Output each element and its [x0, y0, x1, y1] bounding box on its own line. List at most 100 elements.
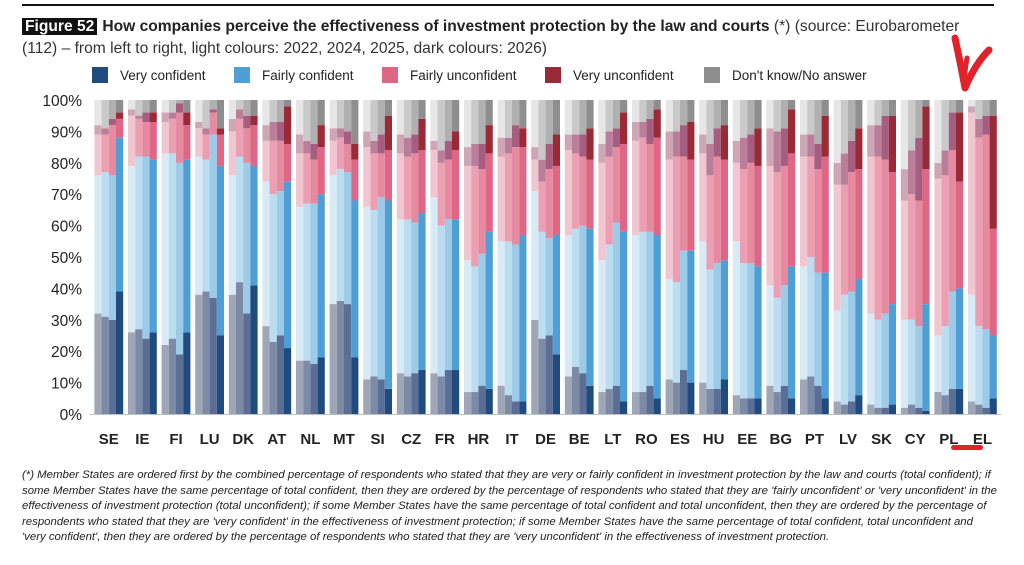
bar-segment — [404, 156, 412, 220]
x-tick-label: RO — [635, 431, 658, 448]
x-tick-label: BE — [569, 431, 590, 448]
bar-segment — [430, 197, 438, 374]
bar-segment — [632, 100, 640, 122]
bar-segment — [497, 156, 505, 242]
bar-segment — [464, 260, 472, 393]
bar-segment — [646, 385, 654, 414]
bar-segment — [329, 304, 337, 414]
bar-segment — [881, 159, 889, 314]
bar-segment — [351, 357, 359, 414]
bar-segment — [142, 121, 150, 157]
bar-segment — [236, 118, 244, 157]
bar-segment — [948, 388, 956, 414]
bar-segment — [296, 360, 304, 414]
x-tick-label: ES — [670, 431, 690, 448]
bar-segment — [632, 121, 640, 141]
bar-segment — [840, 404, 848, 414]
x-tick-label: PL — [939, 431, 958, 448]
bar-segment — [303, 360, 311, 414]
bar-segment — [94, 100, 102, 126]
bar-segment — [149, 100, 157, 113]
bar-segment — [195, 128, 203, 157]
bar-segment — [720, 159, 728, 261]
bar-segment — [497, 100, 505, 138]
bar-segment — [545, 100, 553, 144]
bar-segment — [377, 197, 385, 380]
bar-segment — [646, 118, 654, 144]
bar-segment — [572, 366, 580, 414]
bar-segment — [377, 100, 385, 135]
bar-segment — [740, 263, 748, 399]
bar-segment — [732, 395, 740, 414]
bar-segment — [788, 266, 796, 399]
bar-segment — [135, 156, 143, 330]
bar-segment — [586, 128, 594, 160]
bar-segment — [612, 385, 620, 414]
bar-segment — [243, 100, 251, 116]
bar-segment — [437, 376, 445, 414]
bar-segment — [665, 159, 673, 279]
bar-segment — [564, 150, 572, 236]
bar-segment — [444, 219, 452, 371]
bar-segment — [101, 128, 109, 135]
bar-segment — [135, 118, 143, 157]
bar-segment — [687, 121, 695, 160]
bar-segment — [94, 134, 102, 176]
bar-segment — [411, 153, 419, 223]
bar-segment — [94, 175, 102, 314]
bar-segment — [262, 125, 270, 141]
bar-segment — [344, 172, 352, 305]
bar-segment — [653, 137, 661, 236]
bar-segment — [351, 100, 359, 144]
bar-segment — [108, 100, 116, 119]
bar-segment — [639, 100, 647, 122]
bar-segment — [975, 118, 983, 138]
bar-segment — [209, 109, 217, 113]
bar-segment — [351, 143, 359, 160]
bar-segment — [310, 100, 318, 144]
bar-segment — [142, 156, 150, 339]
bar-segment — [411, 373, 419, 414]
bar-segment — [800, 266, 808, 380]
bar-segment — [598, 143, 606, 163]
bar-segment — [195, 121, 203, 129]
bar-segment — [284, 100, 292, 107]
legend-item-fairly-unconfident: Fairly unconfident — [382, 62, 517, 88]
legend-swatch — [704, 67, 720, 83]
bar-segment — [814, 169, 822, 273]
bar-segment — [209, 112, 217, 135]
bar-segment — [135, 100, 143, 116]
bar-segment — [344, 131, 352, 144]
bar-segment — [706, 388, 714, 414]
bar-segment — [538, 231, 546, 339]
x-tick-label: SK — [871, 431, 892, 448]
x-tick-label: SE — [99, 431, 119, 448]
bar-segment — [888, 172, 896, 305]
bar-segment — [579, 100, 587, 135]
bar-segment — [900, 169, 908, 201]
bar-segment — [720, 100, 728, 126]
bar-segment — [941, 395, 949, 414]
bar-segment — [142, 112, 150, 122]
bar-segment — [262, 140, 270, 182]
bar-segment — [531, 100, 539, 148]
bar-segment — [975, 137, 983, 327]
bar-segment — [821, 156, 829, 273]
bar-segment — [161, 112, 169, 122]
bar-segment — [202, 100, 210, 129]
bar-segment — [176, 112, 184, 163]
bar-segment — [149, 332, 157, 414]
bar-segment — [545, 335, 553, 414]
bar-segment — [788, 398, 796, 414]
bar-segment — [504, 153, 512, 242]
bar-segment — [740, 398, 748, 414]
bar-segment — [639, 137, 647, 232]
bar-segment — [363, 206, 371, 380]
bar-segment — [276, 100, 284, 122]
bar-segment — [485, 388, 493, 414]
bar-segment — [512, 125, 520, 148]
bar-segment — [485, 231, 493, 389]
bar-segment — [370, 209, 378, 377]
bar-segment — [519, 235, 527, 402]
bar-segment — [329, 100, 337, 129]
